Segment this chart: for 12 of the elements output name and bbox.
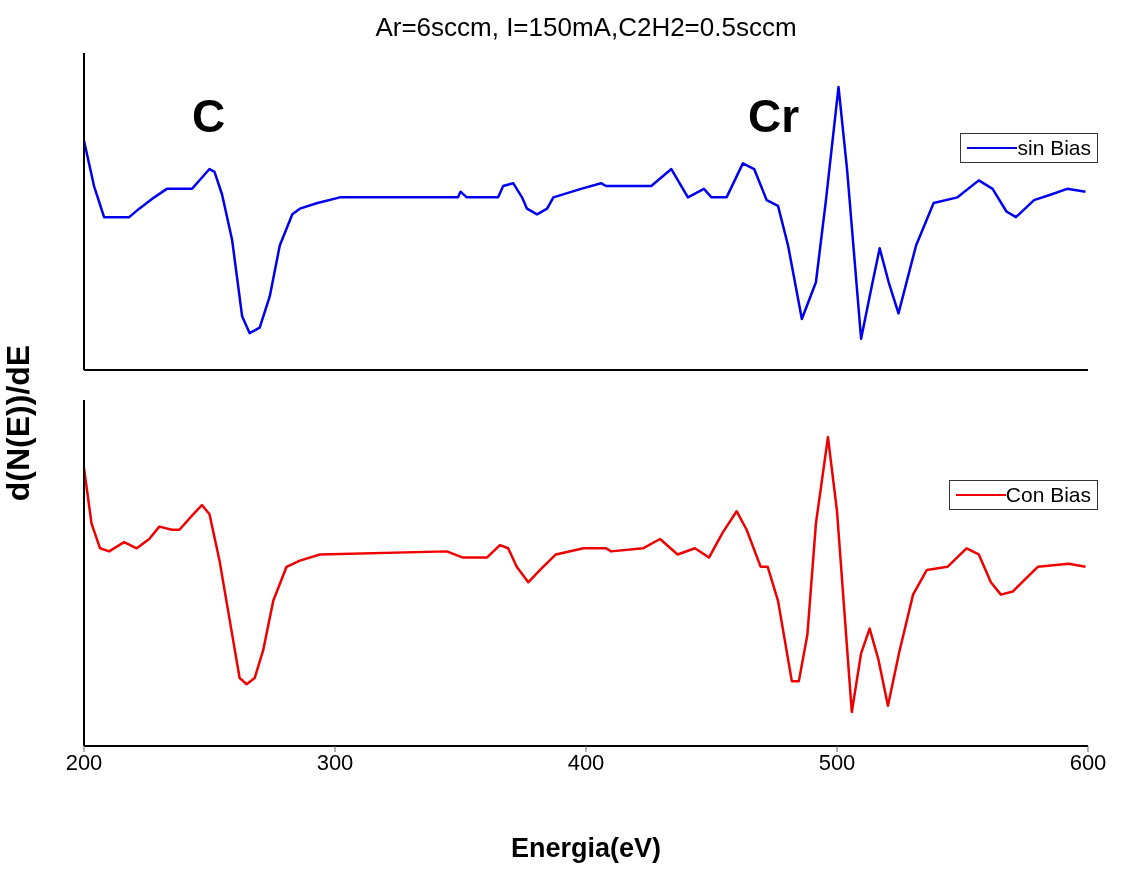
annotation: C xyxy=(192,90,226,142)
annotation: Cr xyxy=(748,90,800,142)
y-axis-title: d(N(E))/dE xyxy=(0,344,37,502)
legend-label: Con Bias xyxy=(1005,483,1091,507)
x-tick-label: 400 xyxy=(567,749,605,775)
legend-label: sin Bias xyxy=(1017,136,1091,160)
x-tick-label: 600 xyxy=(1069,749,1107,775)
chart-title: Ar=6sccm, I=150mA,C2H2=0.5sccm xyxy=(374,12,798,43)
x-axis-title: Energia(eV) xyxy=(509,833,662,864)
x-tick-label: 500 xyxy=(818,749,856,775)
x-tick-label: 300 xyxy=(316,749,354,775)
x-tick-label: 200 xyxy=(65,749,103,775)
